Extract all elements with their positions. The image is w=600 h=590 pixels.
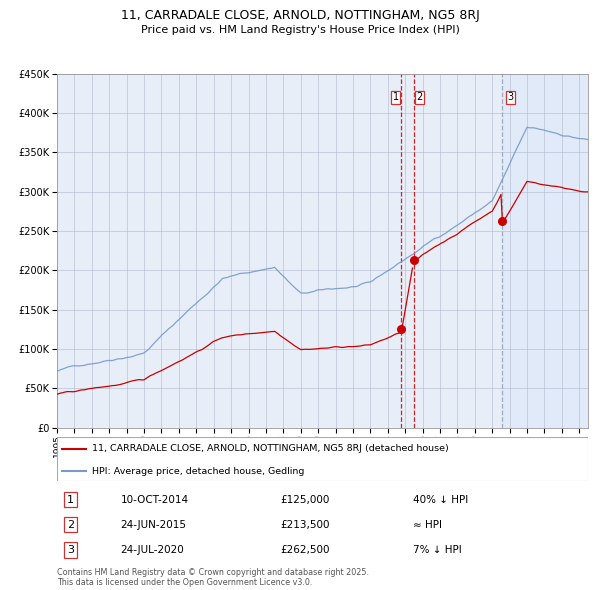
Text: 24-JUN-2015: 24-JUN-2015 [121, 520, 187, 529]
Text: 40% ↓ HPI: 40% ↓ HPI [413, 494, 468, 504]
Text: 2: 2 [67, 520, 74, 529]
Text: £213,500: £213,500 [280, 520, 329, 529]
Text: 3: 3 [507, 93, 514, 102]
Text: £262,500: £262,500 [280, 545, 329, 555]
Text: HPI: Average price, detached house, Gedling: HPI: Average price, detached house, Gedl… [92, 467, 304, 476]
Text: 1: 1 [67, 494, 74, 504]
Text: 7% ↓ HPI: 7% ↓ HPI [413, 545, 461, 555]
Text: 24-JUL-2020: 24-JUL-2020 [121, 545, 184, 555]
Text: 2: 2 [416, 93, 422, 102]
Text: 10-OCT-2014: 10-OCT-2014 [121, 494, 189, 504]
Text: Contains HM Land Registry data © Crown copyright and database right 2025.
This d: Contains HM Land Registry data © Crown c… [57, 568, 369, 587]
Text: 11, CARRADALE CLOSE, ARNOLD, NOTTINGHAM, NG5 8RJ (detached house): 11, CARRADALE CLOSE, ARNOLD, NOTTINGHAM,… [92, 444, 448, 454]
Text: 1: 1 [392, 93, 399, 102]
Bar [502, 74, 588, 428]
Text: Price paid vs. HM Land Registry's House Price Index (HPI): Price paid vs. HM Land Registry's House … [140, 25, 460, 35]
Text: £125,000: £125,000 [280, 494, 329, 504]
Text: ≈ HPI: ≈ HPI [413, 520, 442, 529]
Text: 3: 3 [67, 545, 74, 555]
Text: 11, CARRADALE CLOSE, ARNOLD, NOTTINGHAM, NG5 8RJ: 11, CARRADALE CLOSE, ARNOLD, NOTTINGHAM,… [121, 9, 479, 22]
